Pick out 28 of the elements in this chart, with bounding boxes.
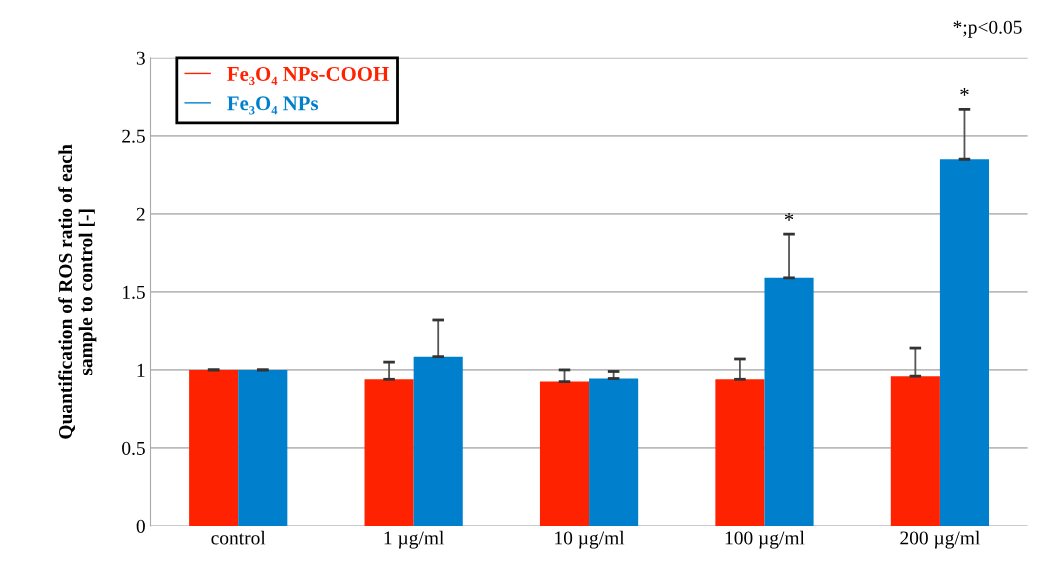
x-tick-label: 10 µg/ml — [555, 530, 625, 549]
legend-label: Fe₃O₄ NPs-COOH — [227, 66, 389, 86]
y-tick-label: 2.5 — [122, 129, 145, 143]
y-tick-label: 2 — [136, 207, 145, 221]
x-tick-label: 100 µg/ml — [725, 530, 805, 549]
x-tick-label: control — [211, 530, 266, 545]
bar — [539, 381, 590, 526]
bar — [413, 356, 463, 526]
bar — [715, 379, 765, 526]
bar — [890, 376, 940, 526]
text: *;p<0.05 — [953, 20, 1022, 38]
y-tick-label: 1 — [137, 363, 145, 377]
y-tick-label: 0 — [136, 519, 145, 533]
bar — [189, 369, 239, 526]
x-tick-label: 200 µg/ml — [900, 530, 980, 549]
bar — [764, 277, 814, 526]
y-tick-label: 1.5 — [123, 285, 145, 299]
y-tick-label: 0.5 — [122, 441, 145, 455]
y-tick-label: 3 — [136, 51, 145, 65]
annotation: * — [784, 213, 794, 221]
bar — [939, 159, 990, 526]
x-tick-label: 1 µg/ml — [384, 530, 444, 549]
annotation: * — [960, 88, 969, 96]
bar — [238, 369, 288, 526]
y-axis-title: Quantification of ROS ratio of each sample to control [-] — [58, 144, 97, 439]
bar — [589, 378, 639, 526]
legend-label: Fe₃O₄ NPs — [227, 96, 319, 115]
bar — [364, 379, 414, 526]
